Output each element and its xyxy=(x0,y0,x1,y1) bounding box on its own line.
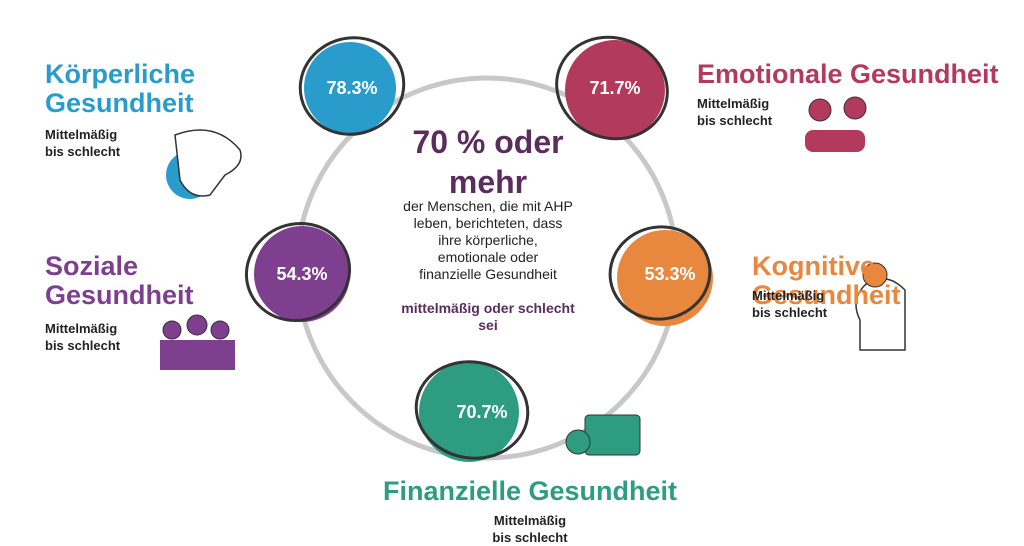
bubble-sozial xyxy=(244,222,352,322)
bubble-kognitiv xyxy=(608,225,713,326)
node-title: Körperliche Gesundheit xyxy=(45,59,196,118)
value-label: 53.3% xyxy=(644,264,696,284)
icon-people xyxy=(160,314,235,370)
node-title: Kognitive Gesundheit xyxy=(752,251,901,310)
icon-money xyxy=(565,414,641,456)
value-label: 70.7% xyxy=(456,402,508,422)
bubble-emotional xyxy=(555,35,669,141)
node-title: Emotionale Gesundheit xyxy=(697,59,999,89)
value-label: 54.3% xyxy=(276,264,328,284)
icon-body xyxy=(166,129,242,199)
node-subtitle: Mittelmäßig bis schlecht xyxy=(697,96,773,128)
icon-hug xyxy=(805,96,867,152)
headline: 70 % oder mehr xyxy=(412,124,564,200)
node-subtitle: Mittelmäßig bis schlecht xyxy=(45,127,121,159)
value-label: 71.7% xyxy=(589,78,641,98)
center-text: der Menschen, die mit AHP leben, bericht… xyxy=(403,198,573,282)
icon-head xyxy=(855,262,906,351)
center-emphasis: mittelmäßig oder schlecht sei xyxy=(401,300,575,333)
value-label: 78.3% xyxy=(326,78,378,98)
node-subtitle: Mittelmäßig bis schlecht xyxy=(752,288,828,320)
node-subtitle: Mittelmäßig bis schlecht xyxy=(45,321,121,353)
bubble-koerperlich xyxy=(298,36,406,136)
node-title: Soziale Gesundheit xyxy=(45,251,194,310)
node-subtitle: Mittelmäßig bis schlecht xyxy=(492,513,568,545)
node-title: Finanzielle Gesundheit xyxy=(382,476,678,506)
bubble-finanziell xyxy=(414,360,530,462)
